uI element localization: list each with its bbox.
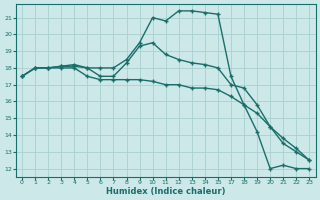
X-axis label: Humidex (Indice chaleur): Humidex (Indice chaleur) — [106, 187, 225, 196]
